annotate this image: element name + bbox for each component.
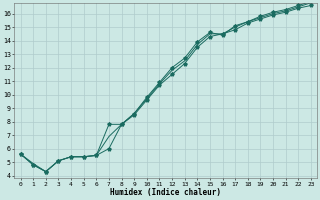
- X-axis label: Humidex (Indice chaleur): Humidex (Indice chaleur): [110, 188, 221, 197]
